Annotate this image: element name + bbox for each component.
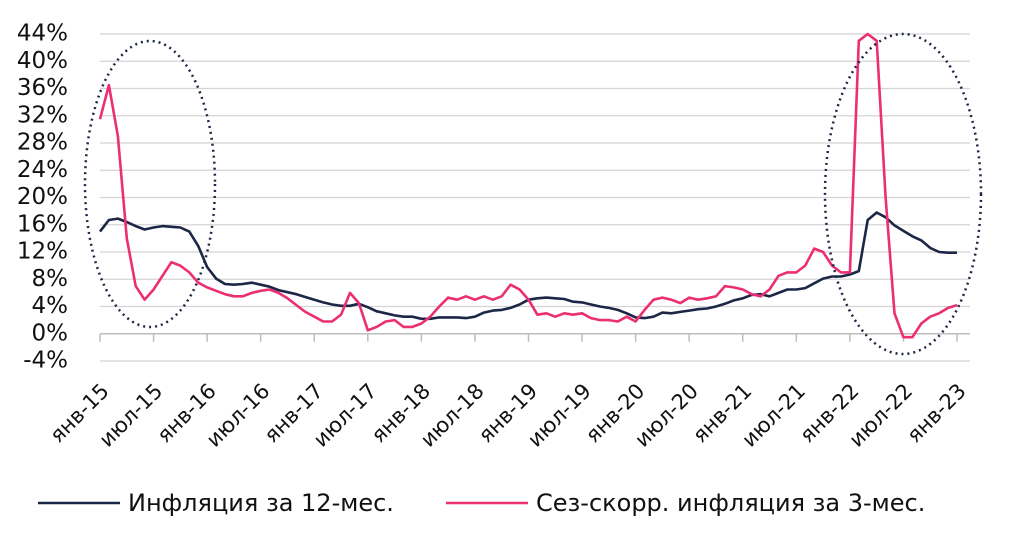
x-tick-label: янв-23	[902, 379, 971, 448]
series-line	[98, 32, 958, 339]
y-tick-label: 4%	[32, 293, 69, 319]
legend-label: Инфляция за 12-мес.	[128, 489, 394, 517]
y-tick-label: -4%	[23, 348, 68, 374]
series-line	[98, 211, 957, 321]
y-tick-label: 28%	[17, 130, 68, 156]
y-tick-label: 12%	[17, 239, 68, 265]
y-tick-label: 16%	[17, 211, 68, 237]
y-tick-label: 44%	[17, 21, 68, 47]
y-tick-label: 40%	[17, 48, 68, 74]
y-tick-label: 36%	[17, 75, 68, 101]
y-tick-label: 24%	[17, 157, 68, 183]
highlight-ellipse	[823, 32, 983, 356]
y-tick-label: 20%	[17, 184, 68, 210]
y-tick-label: 0%	[32, 320, 69, 346]
y-tick-label: 32%	[17, 102, 68, 128]
legend-label: Сез-скорр. инфляция за 3-мес.	[536, 489, 925, 517]
highlight-ellipse	[83, 39, 217, 329]
y-tick-label: 8%	[32, 266, 69, 292]
